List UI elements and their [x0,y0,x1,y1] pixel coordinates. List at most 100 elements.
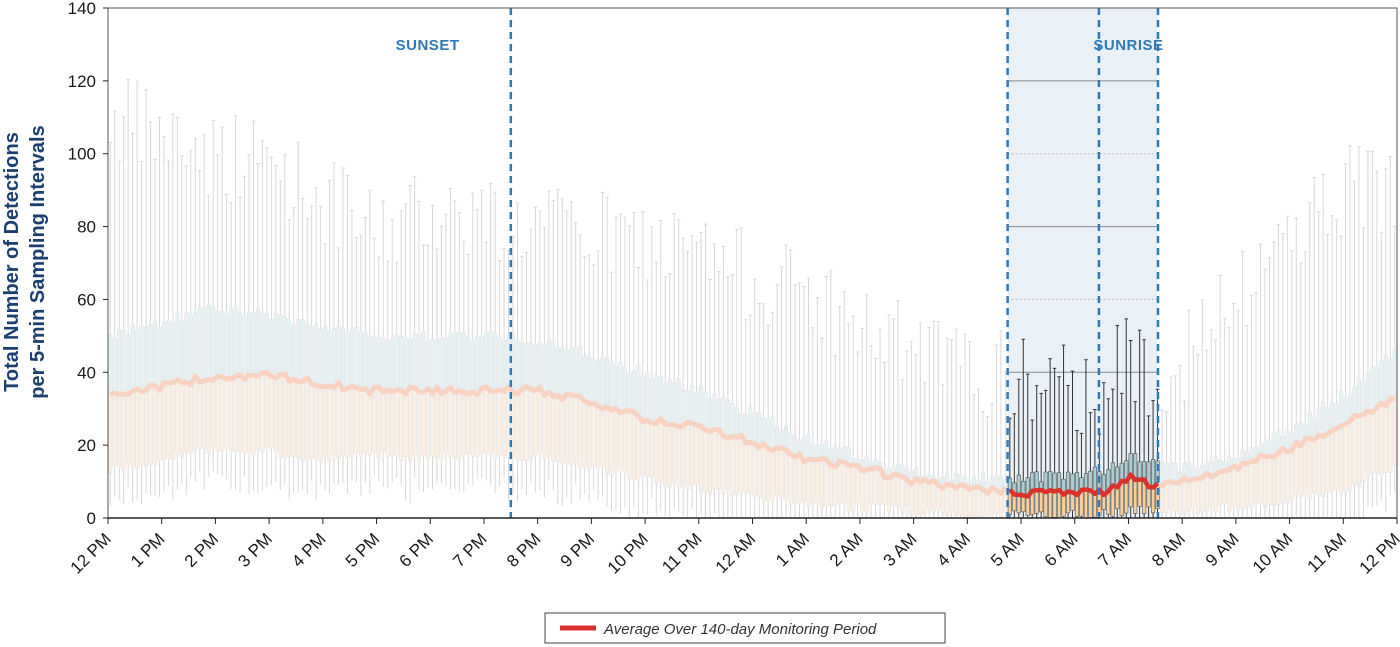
box-lower [1164,481,1169,514]
box-upper [300,319,305,382]
box-lower [228,378,234,451]
box-lower [1195,478,1200,514]
box-109 [595,250,601,501]
x-tick-labels: 12 PM 1 PM 2 PM 3 PM 4 PM 5 PM 6 PM 7 PM 8 PM 9 P… [67,518,1400,578]
box-upper [479,336,484,389]
box-lower [1159,485,1165,513]
box-158 [815,297,820,518]
box-lower [1338,425,1344,494]
box-194 [976,388,981,519]
box-upper [376,337,381,388]
box-lower [434,386,440,458]
box-lower [1115,487,1120,510]
box-145 [757,303,762,518]
box-lower [1383,405,1388,474]
box-5 [130,132,135,503]
box-lower [385,389,390,457]
box-230 [1137,329,1142,518]
box-126 [672,213,677,510]
box-67 [408,185,413,505]
box-upper [363,332,368,389]
box-upper [1379,360,1384,404]
box-287 [1392,225,1397,494]
box-lower [613,408,619,470]
box-lower [591,403,596,467]
box-lower [927,481,932,510]
box-lower [1173,483,1178,512]
box-249 [1222,317,1227,518]
box-lower [273,377,278,452]
box-lower [430,393,435,457]
box-upper [640,375,645,423]
box-lower [322,386,328,457]
box-178 [904,350,910,518]
box-upper [403,337,408,395]
box-34 [260,140,265,492]
box-lower [126,393,131,463]
box-lower [672,424,677,483]
box-lower [1249,461,1254,509]
box-54 [349,209,355,482]
box-upper [528,342,534,390]
box-upper [434,340,440,388]
box-28 [233,115,238,490]
box-177 [900,378,905,518]
box-upper [730,402,735,437]
box-254 [1244,325,1250,518]
box-lower [560,399,565,464]
box-193 [971,394,977,519]
box-upper [197,307,202,383]
box-upper [135,330,140,390]
box-upper [188,314,193,386]
x-tick-label: 6 AM [1041,529,1082,570]
box-86 [493,191,498,494]
box-upper [228,308,234,380]
box-lower [761,443,766,501]
box-119 [640,211,645,514]
box-upper [1083,473,1089,490]
box-252 [1236,310,1241,518]
box-282 [1370,150,1375,508]
box-lower [1347,421,1353,491]
box-lower [797,453,802,504]
box-upper [457,331,462,392]
box-lower [1280,447,1285,503]
box-upper [519,342,525,390]
box-upper [314,323,319,387]
box-upper [622,366,628,412]
box-13 [166,159,171,486]
box-7 [139,160,144,505]
box-lower [869,468,874,504]
box-146 [761,303,766,518]
box-196 [985,416,990,518]
box-upper [220,310,225,378]
box-lower [135,388,140,469]
box-32 [251,120,256,492]
box-107 [587,254,592,503]
box-93 [524,251,529,495]
box-upper [161,322,167,384]
box-upper [775,426,780,449]
box-lower [354,387,359,453]
box-lower [770,449,775,500]
box-263 [1285,215,1290,518]
box-upper [117,329,122,395]
region-label-sunset: SUNSET [396,37,460,54]
box-upper [770,416,775,451]
box-upper [631,370,636,413]
box-lower [448,387,453,458]
box-259 [1267,257,1272,518]
box-265 [1294,217,1299,517]
box-102 [564,210,569,498]
box-lower [255,375,261,451]
box-124 [663,276,668,517]
box-upper [493,332,498,392]
box-133 [703,223,708,518]
box-127 [676,218,681,512]
box-250 [1227,327,1232,518]
gridlines [1007,80,1158,373]
box-130 [689,235,695,509]
x-tick-label: 10 PM [604,529,652,577]
box-lower [855,465,860,503]
box-lower [828,464,833,507]
